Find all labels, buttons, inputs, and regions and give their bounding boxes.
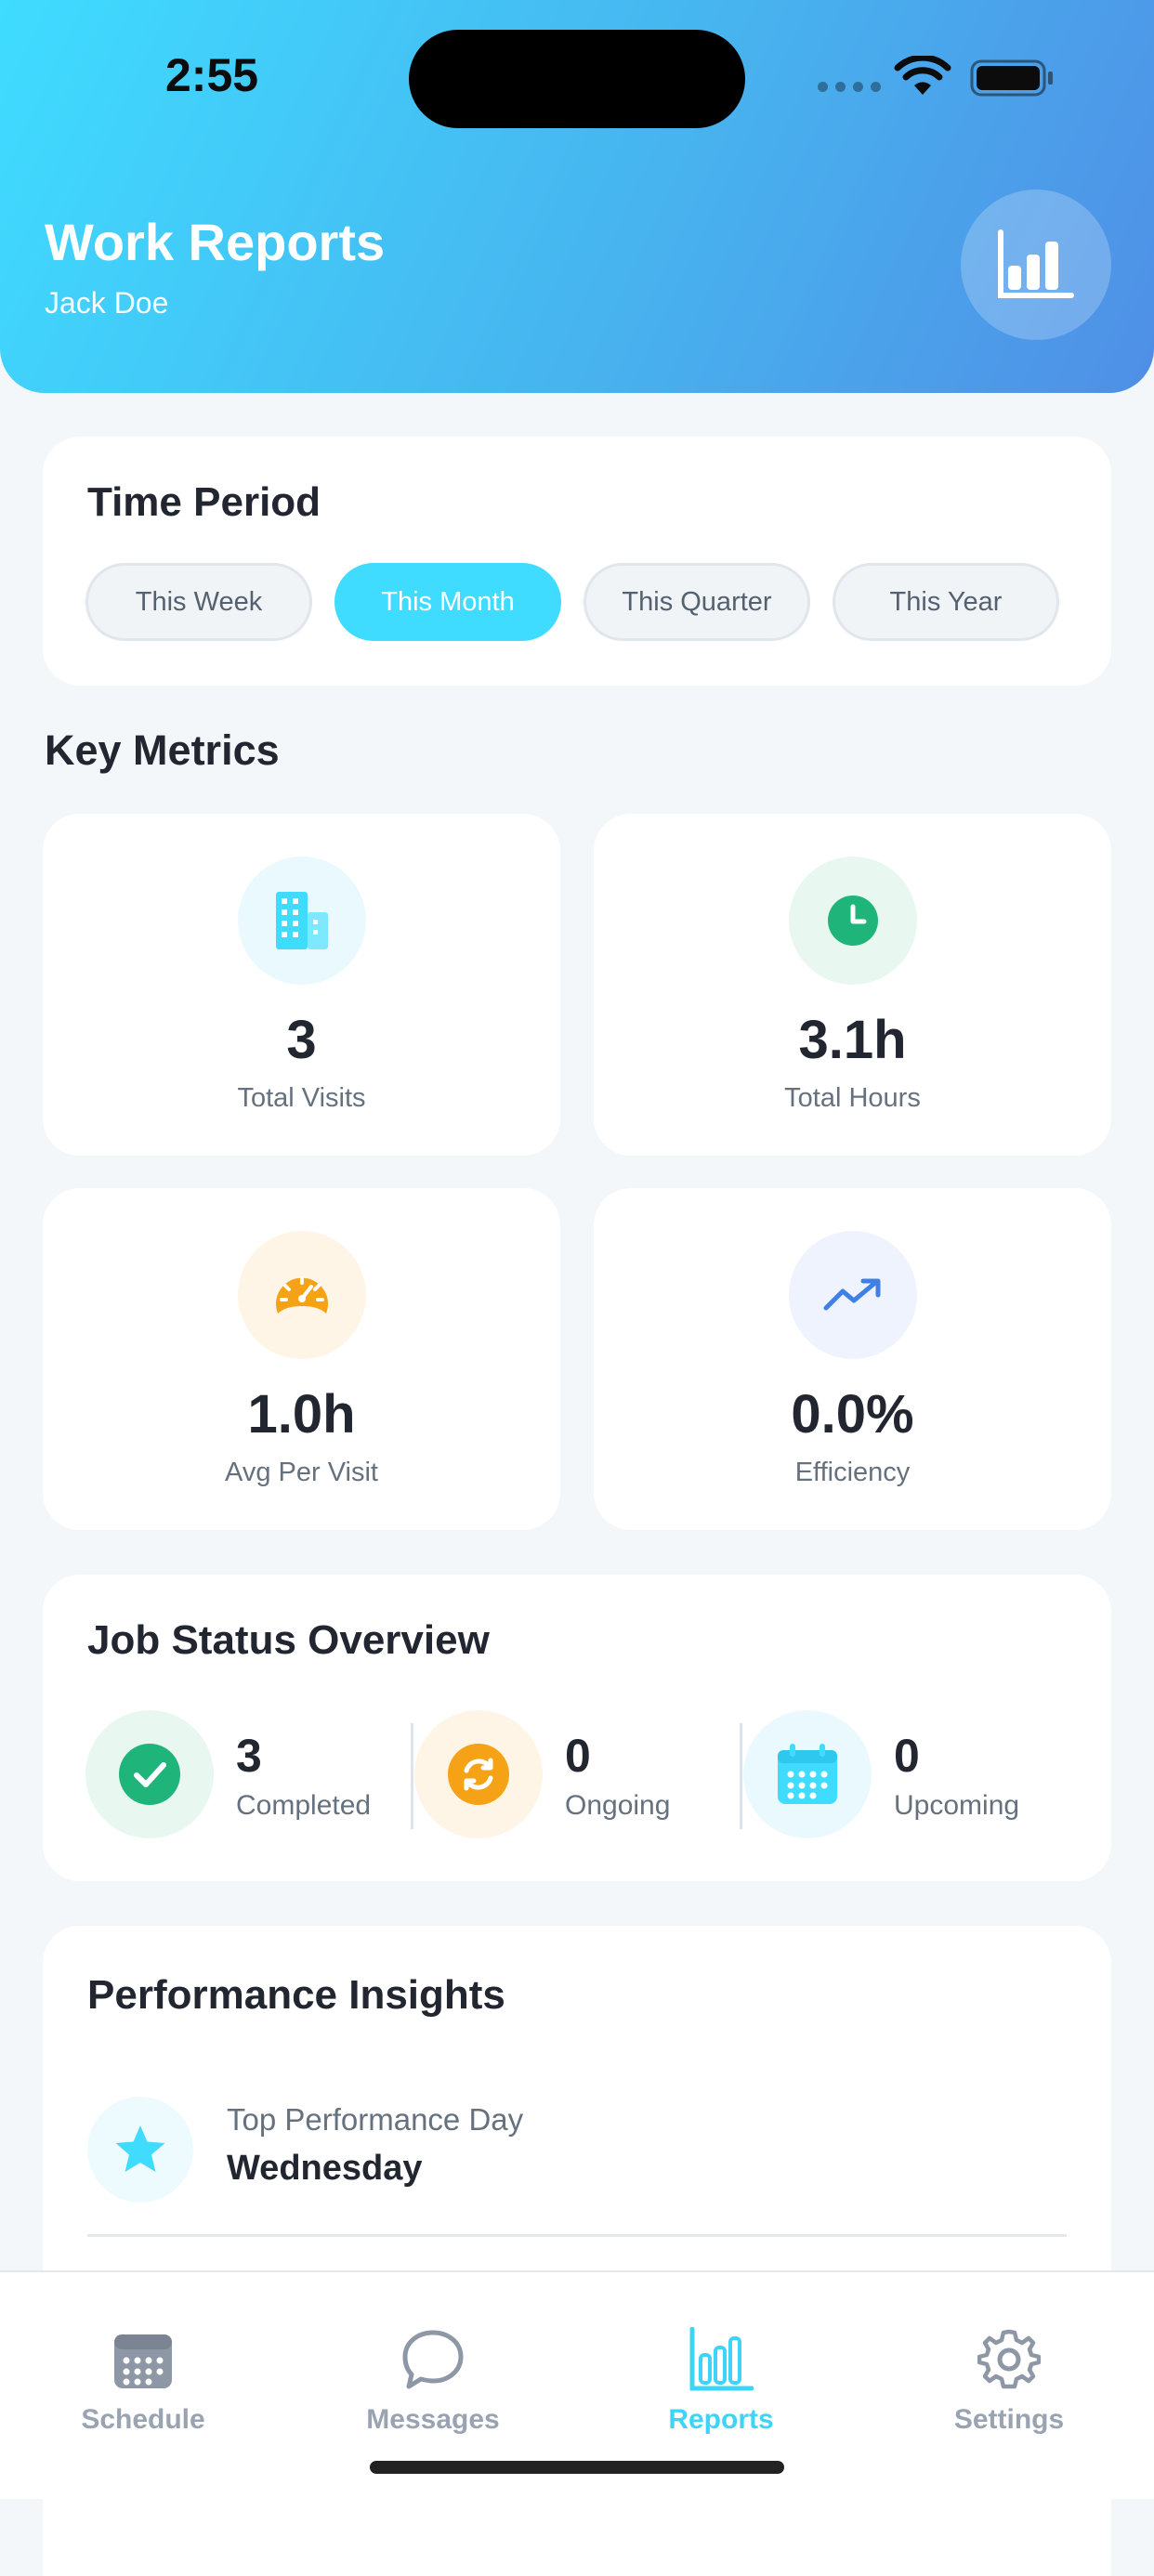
- bar-chart-icon: [689, 2327, 754, 2391]
- tab-messages[interactable]: Messages: [321, 2324, 544, 2436]
- chat-bubble-icon: [402, 2330, 464, 2389]
- gear-icon: [977, 2329, 1041, 2389]
- clock-icon: [828, 896, 878, 946]
- job-status-title: Job Status Overview: [87, 1617, 490, 1663]
- insight-icon-circle: [87, 2097, 193, 2203]
- tab-reports[interactable]: Reports: [610, 2324, 833, 2436]
- tab-settings[interactable]: Settings: [898, 2324, 1121, 2436]
- check-circle-icon: [119, 1744, 180, 1805]
- calendar-icon: [778, 1744, 837, 1804]
- calendar-icon: [114, 2334, 172, 2388]
- metric-value: 1.0h: [247, 1384, 356, 1445]
- speedometer-icon: [276, 1276, 328, 1314]
- refresh-icon: [448, 1744, 509, 1805]
- tab-schedule[interactable]: Schedule: [32, 2324, 255, 2436]
- metric-icon-circle: [789, 856, 917, 985]
- top-day-value: Wednesday: [227, 2149, 423, 2188]
- metric-value: 0.0%: [791, 1384, 914, 1445]
- battery-icon: [970, 59, 1053, 97]
- divider: [740, 1723, 742, 1829]
- cellular-signal-icon: [818, 82, 881, 92]
- metric-value: 3.1h: [798, 1010, 907, 1070]
- chip-this-quarter[interactable]: This Quarter: [584, 563, 810, 641]
- building-icon: [276, 892, 328, 949]
- bar-chart-icon: [998, 229, 1074, 298]
- chip-this-month[interactable]: This Month: [334, 563, 561, 641]
- chip-this-year[interactable]: This Year: [833, 563, 1059, 641]
- wifi-icon: [894, 56, 951, 95]
- top-day-label: Top Performance Day: [227, 2102, 524, 2137]
- tab-label: Reports: [668, 2404, 774, 2435]
- trending-up-icon: [823, 1278, 881, 1311]
- tab-label: Messages: [366, 2404, 500, 2435]
- job-status-card: Job Status Overview 3 Completed 0 Ongoin…: [43, 1575, 1111, 1881]
- header-reports-button[interactable]: [961, 190, 1111, 340]
- metric-label: Total Hours: [784, 1083, 921, 1113]
- status-label: Completed: [236, 1790, 372, 1821]
- status-value: 0: [565, 1730, 591, 1782]
- dynamic-island: [409, 30, 745, 128]
- status-icon-circle: [85, 1710, 214, 1838]
- page-title: Work Reports: [45, 213, 386, 271]
- status-ongoing[interactable]: 0 Ongoing: [414, 1710, 730, 1840]
- metric-label: Total Visits: [237, 1083, 366, 1113]
- metric-label: Efficiency: [794, 1458, 911, 1487]
- app-header: 2:55 Work Reports Jack Doe: [0, 0, 1154, 393]
- chip-this-week[interactable]: This Week: [85, 563, 312, 641]
- star-icon: [115, 2125, 165, 2172]
- status-label: Ongoing: [565, 1790, 671, 1821]
- insights-title: Performance Insights: [87, 1972, 505, 2018]
- status-upcoming[interactable]: 0 Upcoming: [743, 1710, 1059, 1840]
- metric-icon-circle: [789, 1231, 917, 1359]
- home-indicator[interactable]: [370, 2461, 784, 2474]
- divider: [411, 1723, 413, 1829]
- time-period-card: Time Period This Week This Month This Qu…: [43, 437, 1111, 686]
- status-value: 3: [236, 1730, 262, 1782]
- metric-card-avg-per-visit[interactable]: 1.0h Avg Per Visit: [43, 1188, 560, 1530]
- metric-card-total-visits[interactable]: 3 Total Visits: [43, 814, 560, 1156]
- key-metrics-title: Key Metrics: [45, 726, 280, 774]
- metric-icon-circle: [238, 1231, 366, 1359]
- divider: [87, 2234, 1067, 2237]
- tab-label: Settings: [953, 2404, 1065, 2435]
- metric-label: Avg Per Visit: [225, 1458, 378, 1487]
- user-name: Jack Doe: [45, 286, 169, 320]
- time-period-chips: This Week This Month This Quarter This Y…: [85, 563, 1059, 641]
- status-completed[interactable]: 3 Completed: [85, 1710, 401, 1840]
- metric-icon-circle: [238, 856, 366, 985]
- metric-card-total-hours[interactable]: 3.1h Total Hours: [594, 814, 1111, 1156]
- status-value: 0: [894, 1730, 920, 1782]
- time-period-title: Time Period: [87, 479, 321, 525]
- metric-card-efficiency[interactable]: 0.0% Efficiency: [594, 1188, 1111, 1530]
- metric-value: 3: [286, 1010, 317, 1070]
- status-icon-circle: [743, 1710, 872, 1838]
- status-label: Upcoming: [894, 1790, 1020, 1821]
- status-time: 2:55: [165, 49, 259, 101]
- status-icon-circle: [414, 1710, 543, 1838]
- tab-label: Schedule: [81, 2404, 205, 2435]
